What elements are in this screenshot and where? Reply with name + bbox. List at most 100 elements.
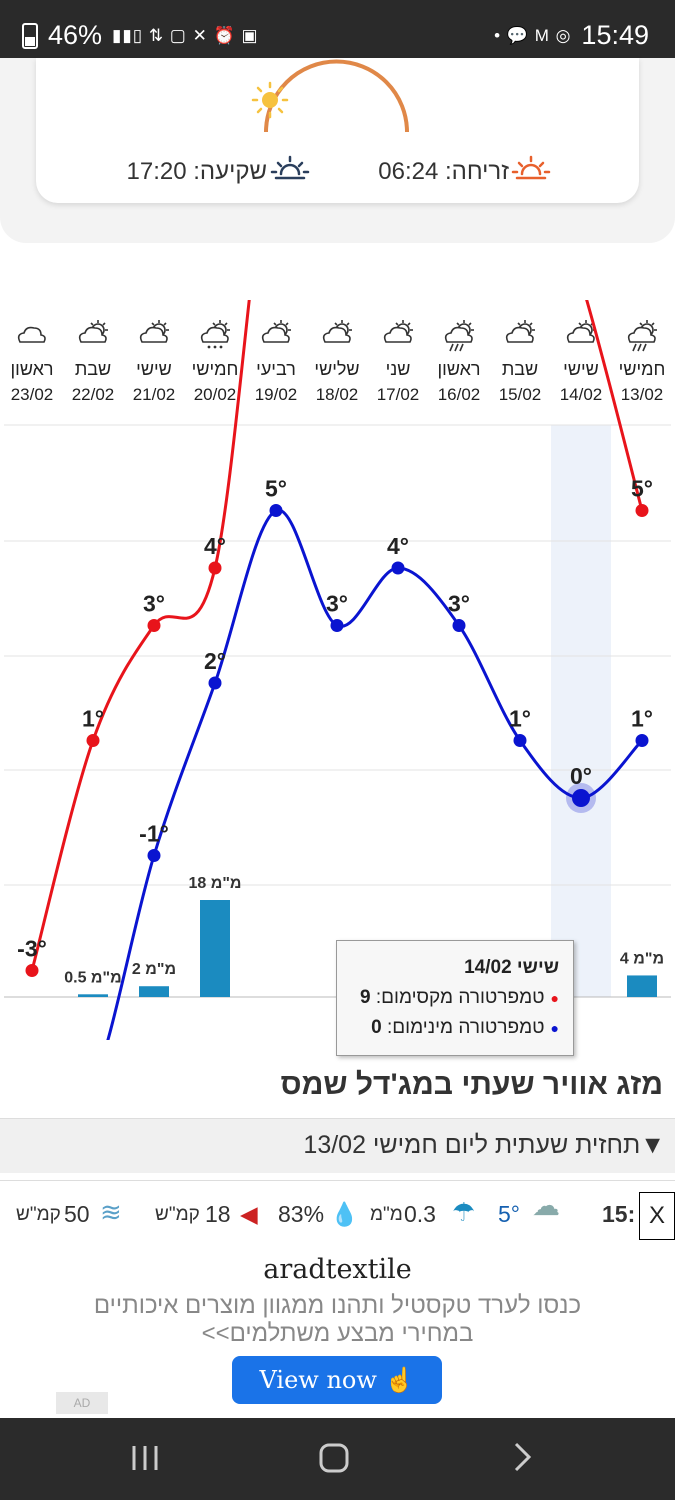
- min-temp-point[interactable]: [147, 849, 161, 862]
- daily-forecast-chart[interactable]: חמישי 13/02 שישי 14/02 שבת 15/02 ראשון 16/02 שני…: [0, 300, 675, 1040]
- recent-apps-icon[interactable]: [130, 1440, 160, 1474]
- max-temp-point[interactable]: [635, 504, 649, 517]
- tooltip-max-label: טמפרטורה מקסימום:: [375, 987, 545, 1008]
- sunrise: זריחה: 06:24: [378, 158, 509, 186]
- partly-cloudy-icon: [261, 320, 291, 343]
- day-column-18/02[interactable]: שלישי 18/02: [314, 320, 360, 404]
- tooltip-title: שישי 14/02: [464, 957, 559, 978]
- min-temp-label: 5°: [265, 476, 287, 502]
- max-temp-label: 1°: [82, 706, 104, 732]
- day-name: חמישי: [192, 359, 239, 379]
- max-temp-point[interactable]: [25, 964, 39, 977]
- rain-cloud-icon: [444, 320, 474, 352]
- day-date: 22/02: [72, 385, 115, 404]
- collapse-triangle-icon[interactable]: ▼: [640, 1131, 665, 1159]
- ad-view-now-button[interactable]: View now ☝: [232, 1356, 442, 1404]
- rain-bar: [200, 900, 230, 997]
- partly-cloudy-icon: [322, 320, 352, 343]
- rain-label: 0.5 מ"מ: [64, 969, 122, 986]
- ad-brand[interactable]: aradtextile: [263, 1254, 412, 1285]
- day-column-23/02[interactable]: ראשון 23/02: [10, 326, 54, 404]
- min-temp-label: -1°: [139, 821, 169, 847]
- max-temp-line: [30, 300, 644, 971]
- min-dot-icon: ●: [550, 1020, 559, 1036]
- min-temp-point[interactable]: [513, 734, 527, 747]
- day-column-22/02[interactable]: שבת 22/02: [72, 320, 115, 404]
- day-column-17/02[interactable]: שני 17/02: [377, 320, 420, 404]
- rain-bar: [78, 994, 108, 997]
- hourly-row[interactable]: 15: ☁ 5° ☂ 0.3 מ"מ 💧 83% ◀ 18 קמ"ש ≋ 50 …: [0, 1180, 675, 1241]
- umbrella-icon: ☂: [452, 1197, 476, 1227]
- partly-cloudy-icon: [78, 320, 108, 343]
- day-date: 13/02: [621, 385, 664, 404]
- max-temp-point[interactable]: [86, 734, 100, 747]
- day-column-13/02[interactable]: חמישי 13/02: [619, 320, 666, 404]
- day-date: 17/02: [377, 385, 420, 404]
- min-temp-point[interactable]: [391, 561, 405, 575]
- snow-cloud-icon: [200, 320, 230, 349]
- day-name: שלישי: [314, 359, 359, 379]
- max-temp-point[interactable]: [147, 619, 161, 632]
- min-temp-label: 2°: [204, 648, 226, 674]
- ad-banner[interactable]: aradtextile כנסו לערד טקסטיל ותהנו ממגוו…: [0, 1240, 675, 1418]
- hour-wind-unit: קמ"ש: [155, 1204, 200, 1225]
- day-column-19/02[interactable]: רביעי 19/02: [255, 320, 298, 404]
- max-temp-label: 4°: [204, 533, 226, 559]
- rain-label: 4 מ"מ: [620, 950, 664, 967]
- hand-pointer-icon: ☝: [384, 1366, 415, 1394]
- sunset-icon: [270, 155, 310, 180]
- max-dot-icon: ●: [550, 990, 559, 1006]
- max-temp-label: -3°: [17, 936, 47, 962]
- ad-cta-label: View now: [259, 1366, 377, 1394]
- day-column-16/02[interactable]: ראשון 16/02: [437, 320, 481, 404]
- hour-gust-unit: קמ"ש: [16, 1204, 61, 1225]
- rain-bar: [627, 975, 657, 997]
- day-column-15/02[interactable]: שבת 15/02: [499, 320, 542, 404]
- hour-rain-unit: מ"מ: [370, 1204, 403, 1225]
- min-temp-label: 3°: [448, 591, 470, 617]
- min-temp-label: 1°: [631, 706, 653, 732]
- back-icon[interactable]: [510, 1440, 534, 1474]
- sunset: שקיעה: 17:20: [127, 158, 268, 186]
- day-name: שבת: [502, 359, 538, 379]
- min-temp-label: 0°: [570, 763, 592, 789]
- day-column-21/02[interactable]: שישי 21/02: [133, 320, 176, 404]
- battery-percent: 46%: [48, 20, 103, 50]
- day-date: 23/02: [11, 385, 54, 404]
- rain-label: 2 מ"מ: [132, 961, 176, 978]
- home-icon[interactable]: [318, 1440, 350, 1474]
- day-column-14/02[interactable]: שישי 14/02: [560, 320, 603, 404]
- partly-cloudy-icon: [383, 320, 413, 343]
- min-temp-point[interactable]: [208, 676, 222, 690]
- day-name: שישי: [563, 359, 599, 379]
- sun-arc-graphic: [251, 59, 409, 133]
- snow-cloud-icon: ☁: [532, 1190, 560, 1221]
- hourly-header-text: תחזית שעתית ליום חמישי 13/02: [303, 1131, 641, 1159]
- ad-description[interactable]: כנסו לערד טקסטיל ותהנו ממגוון מוצרים איכ…: [93, 1292, 582, 1347]
- min-temp-point[interactable]: [269, 504, 283, 517]
- min-temp-point[interactable]: [452, 619, 466, 632]
- max-temp-point[interactable]: [208, 561, 222, 575]
- highlight-column: [551, 425, 611, 997]
- sunset-label: שקיעה:: [193, 158, 267, 185]
- sun-icon: [251, 81, 289, 119]
- signal-icon: ▮▮▯ ⇅ ▢ ✕ ⏰ ▣: [112, 25, 259, 45]
- battery-icon: [22, 22, 38, 49]
- min-temp-point[interactable]: [572, 789, 590, 807]
- min-temp-point[interactable]: [635, 734, 649, 747]
- ad-close-button[interactable]: X: [639, 1192, 675, 1240]
- sunset-time: 17:20: [126, 158, 187, 185]
- gust-icon: ≋: [100, 1197, 122, 1227]
- day-name: שישי: [136, 359, 172, 379]
- min-temp-label: 4°: [387, 533, 409, 559]
- day-date: 20/02: [194, 385, 237, 404]
- day-name: שני: [386, 359, 411, 379]
- tooltip-min-value: 0: [371, 1017, 382, 1038]
- hourly-forecast-header[interactable]: ▼תחזית שעתית ליום חמישי 13/02: [0, 1118, 675, 1173]
- day-column-20/02[interactable]: חמישי 20/02: [192, 320, 239, 404]
- min-temp-label: 1°: [509, 706, 531, 732]
- day-date: 18/02: [316, 385, 359, 404]
- day-date: 16/02: [438, 385, 481, 404]
- min-temp-point[interactable]: [330, 619, 344, 632]
- day-date: 21/02: [133, 385, 176, 404]
